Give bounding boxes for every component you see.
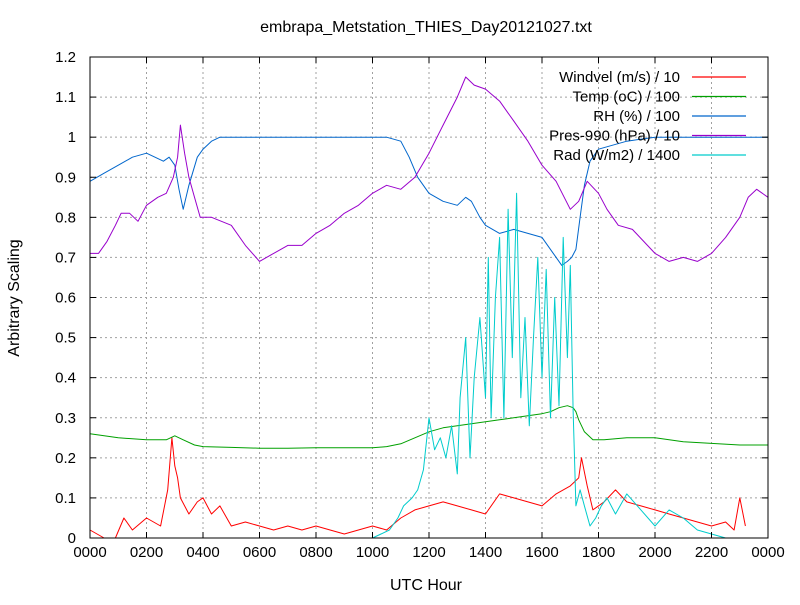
legend-label-1: Windvel (m/s) / 10 [559,69,680,86]
series-line-3 [89,136,768,266]
legend-label-4: Pres-990 (hPa) / 10 [549,128,680,145]
x-axis-label: UTC Hour [390,577,463,594]
x-tick-label: 2200 [695,544,728,561]
y-tick-label: 0.6 [55,290,76,307]
legend-label-3: RH (%) / 100 [593,108,680,125]
y-tick-label: 0.7 [55,249,76,266]
y-tick-label: 0.8 [55,209,76,226]
y-tick-label: 1.2 [55,49,76,66]
x-tick-label: 0600 [243,544,276,561]
y-axis-label: Arbitrary Scaling [6,239,23,356]
x-tick-label: 0000 [73,544,106,561]
y-tick-label: 0.1 [55,490,76,507]
y-tick-label: 0.4 [55,370,76,387]
x-tick-label: 0800 [299,544,332,561]
series-line-1 [89,437,746,539]
y-tick-label: 1.1 [55,89,76,106]
chart-title: embrapa_Metstation_THIES_Day20121027.txt [260,19,592,36]
y-tick-label: 1 [68,129,76,146]
legend-label-5: Rad (W/m2) / 1400 [553,147,680,164]
x-tick-label: 2000 [638,544,671,561]
legend-label-2: Temp (oC) / 100 [572,89,680,106]
y-tick-label: 0.3 [55,410,76,427]
x-tick-label: 0000 [751,544,784,561]
y-tick-label: 0.9 [55,169,76,186]
x-tick-label: 0200 [130,544,163,561]
y-tick-label: 0.5 [55,330,76,347]
y-tick-label: 0 [68,530,76,547]
x-tick-label: 1000 [356,544,389,561]
x-tick-label: 1400 [469,544,502,561]
x-tick-label: 1800 [582,544,615,561]
series-line-5 [90,192,768,539]
y-tick-label: 0.2 [55,450,76,467]
x-tick-label: 1200 [412,544,445,561]
x-tick-label: 0400 [186,544,219,561]
series-line-4 [90,76,769,262]
x-tick-label: 1600 [525,544,558,561]
